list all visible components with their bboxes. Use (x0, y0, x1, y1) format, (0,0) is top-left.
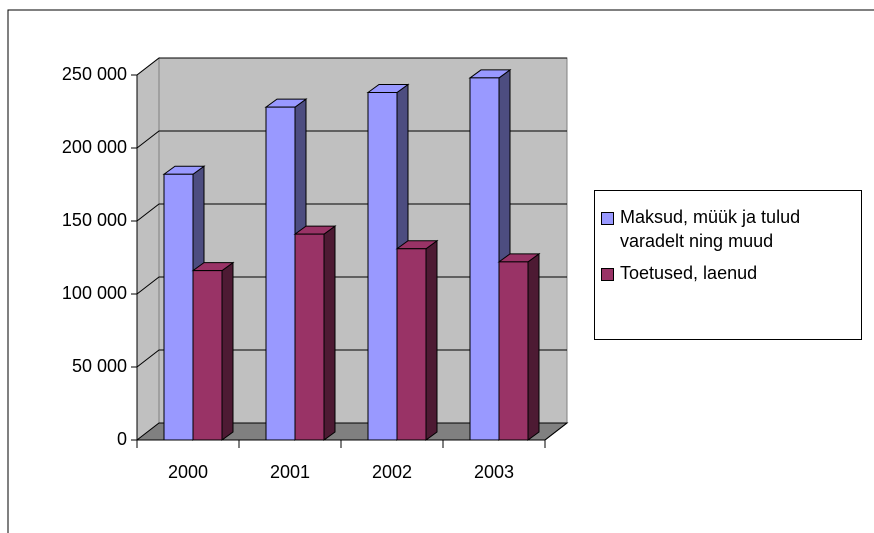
bar-front (265, 106, 296, 441)
y-tick-label: 50 000 (72, 356, 127, 376)
legend-item: Toetused, laenud (601, 261, 857, 285)
legend-label: Toetused, laenud (620, 263, 758, 283)
bar (293, 225, 337, 441)
bar-side (221, 261, 234, 441)
bar-side (323, 225, 336, 441)
chart-border (7, 9, 874, 533)
x-tick-label: 2003 (474, 462, 514, 482)
x-tick-label: 2001 (270, 462, 310, 482)
legend-swatch (601, 268, 614, 281)
bar-side (527, 252, 540, 441)
grid-line (136, 57, 567, 76)
x-tick-label: 2000 (168, 462, 208, 482)
bar (395, 239, 439, 441)
y-tick-label: 200 000 (62, 137, 127, 157)
legend-label: Maksud, müük ja tulud varadelt ning muud (620, 207, 801, 251)
y-tick-label: 150 000 (62, 210, 127, 230)
legend: Maksud, müük ja tulud varadelt ning muud… (594, 190, 862, 340)
bar-front (367, 92, 398, 441)
grid-line (136, 130, 567, 149)
bar-front (163, 173, 194, 441)
side-wall (136, 56, 160, 442)
bar-front (498, 261, 529, 441)
bar-front (192, 270, 223, 441)
floor-edge (544, 422, 568, 441)
grid-line (136, 203, 567, 222)
y-tick-label: 250 000 (62, 64, 127, 84)
bar (162, 165, 206, 441)
bar (497, 252, 541, 441)
bar-front (294, 233, 325, 441)
bar-front (396, 248, 427, 441)
legend-item: Maksud, müük ja tulud varadelt ning muud (601, 205, 857, 253)
bar (191, 261, 235, 441)
legend-swatch (601, 212, 614, 225)
y-tick-label: 0 (117, 429, 127, 449)
x-tick-label: 2002 (372, 462, 412, 482)
bar-front (469, 77, 500, 441)
y-tick-label: 100 000 (62, 283, 127, 303)
bar-side (425, 239, 438, 441)
